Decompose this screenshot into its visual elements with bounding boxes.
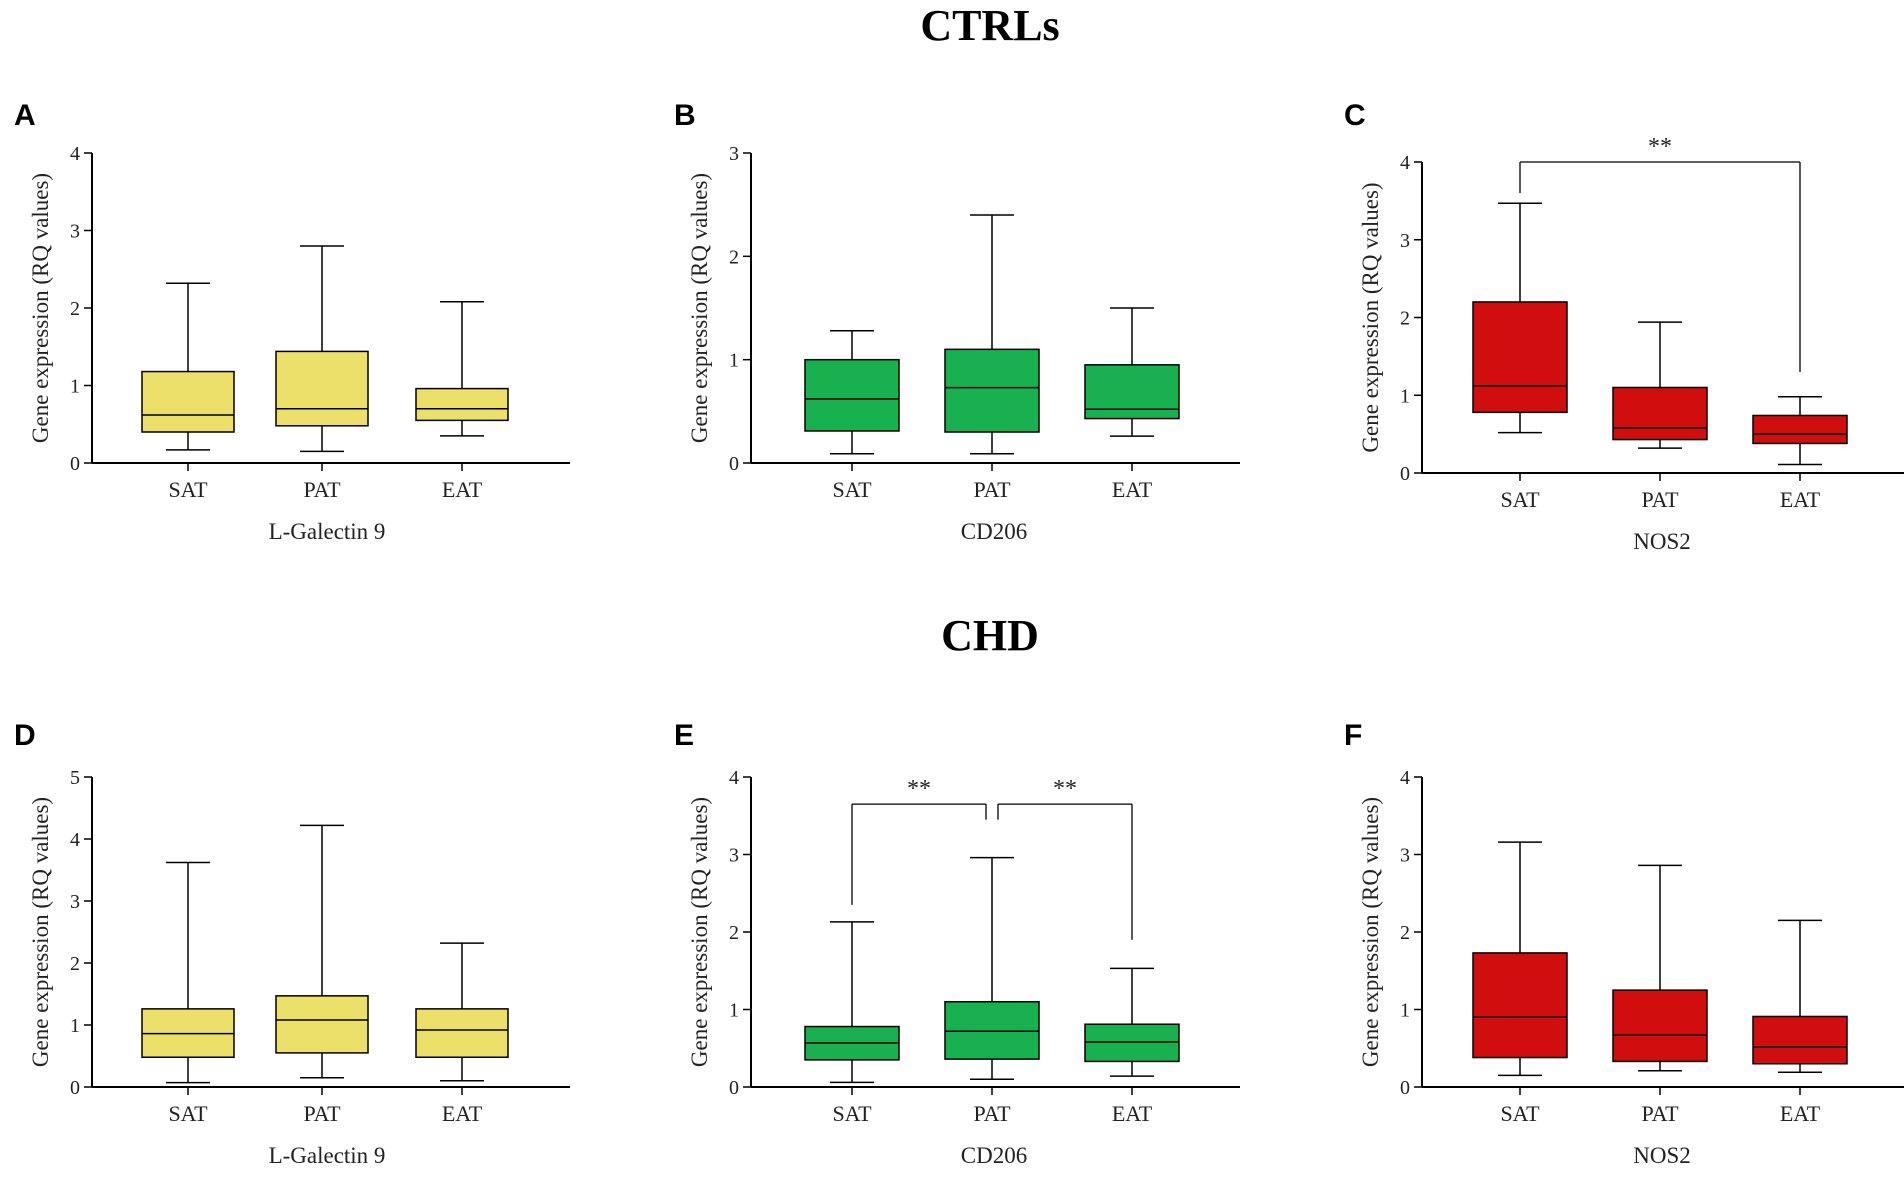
panel-b-y-tick-label: 1	[729, 350, 739, 372]
panel-a-y-tick-label: 3	[70, 221, 80, 243]
panel-d-y-tick-label: 1	[70, 1015, 80, 1037]
panel-f-box-eat	[1752, 1015, 1848, 1065]
panel-f-x-tick-label: SAT	[1500, 1101, 1540, 1126]
panel-b-y-tick-label: 3	[729, 143, 739, 165]
panel-d-y-tick-label: 4	[70, 829, 80, 851]
panel-b-x-tick-label: PAT	[973, 477, 1011, 502]
panel-a-chart: A 0 1 2 3 4 Gene expression (RQ values) SAT PAT E…	[14, 99, 570, 544]
panel-e-x-tick-label: SAT	[832, 1101, 872, 1126]
panel-f-y-tick-label: 2	[1400, 922, 1410, 944]
panel-c-chart: C 0 1 2 3 4 Gene expression (RQ values) SAT PAT E…	[1344, 99, 1904, 554]
panel-d-box-eat	[415, 1008, 509, 1058]
panel-c-box-pat	[1612, 386, 1708, 441]
panel-a-y-tick-label: 4	[70, 143, 80, 165]
panel-d-letter: D	[14, 719, 36, 752]
panel-a-x-tick-label: PAT	[303, 477, 341, 502]
panel-e-x-axis-label: CD206	[961, 1143, 1027, 1168]
panel-b-letter: B	[674, 99, 696, 132]
panel-a-x-tick-label: EAT	[442, 477, 483, 502]
panel-c-y-tick-label: 0	[1400, 463, 1410, 485]
panel-d-y-tick-label: 5	[70, 767, 80, 789]
panel-d-y-tick-label: 0	[70, 1077, 80, 1099]
panel-c-letter: C	[1344, 99, 1366, 132]
panel-b-x-axis-label: CD206	[961, 519, 1027, 544]
panel-c-x-tick-label: EAT	[1780, 487, 1821, 512]
panel-f-y-tick-label: 4	[1400, 767, 1410, 789]
panel-d-y-tick-label: 2	[70, 953, 80, 975]
panel-c-y-axis-label: Gene expression (RQ values)	[1358, 182, 1383, 452]
panel-a-y-tick-label: 1	[70, 376, 80, 398]
panel-e-x-tick-label: EAT	[1112, 1101, 1153, 1126]
panel-f-x-tick-label: EAT	[1780, 1101, 1821, 1126]
panel-e-box-eat	[1084, 1023, 1180, 1063]
panel-c-box-eat	[1752, 414, 1848, 445]
panel-f-y-tick-label: 1	[1400, 1000, 1410, 1022]
panel-b-chart: B 0 1 2 3 Gene expression (RQ values) SAT PAT EA…	[674, 99, 1240, 544]
panel-b-box-pat	[944, 348, 1040, 433]
panel-e-letter: E	[674, 719, 694, 752]
section-title-ctrls: CTRLs	[920, 1, 1060, 50]
panel-a-box-eat	[415, 387, 509, 422]
panel-d-x-tick-label: EAT	[442, 1101, 483, 1126]
panel-e-y-tick-label: 4	[729, 767, 739, 789]
panel-e-y-tick-label: 2	[729, 922, 739, 944]
panel-c-y-tick-label: 1	[1400, 385, 1410, 407]
panel-c-sig-label: **	[1648, 134, 1672, 160]
panel-a-x-axis-label: L-Galectin 9	[269, 519, 386, 544]
panel-d-box-pat	[275, 995, 369, 1054]
panel-a-box-pat	[275, 350, 369, 427]
panel-c-y-tick-label: 2	[1400, 308, 1410, 330]
panel-e-box-pat	[944, 1001, 1040, 1060]
panel-a-letter: A	[14, 99, 36, 132]
panel-e-sig-label: **	[907, 776, 931, 802]
panel-b-y-tick-label: 2	[729, 246, 739, 268]
panel-f-y-axis-label: Gene expression (RQ values)	[1358, 797, 1383, 1067]
panel-f-x-axis-label: NOS2	[1633, 1143, 1691, 1168]
panel-c-x-tick-label: SAT	[1500, 487, 1540, 512]
panel-a-y-tick-label: 0	[70, 453, 80, 475]
panel-b-x-tick-label: SAT	[832, 477, 872, 502]
panel-e-x-tick-label: PAT	[973, 1101, 1011, 1126]
panel-f-y-tick-label: 3	[1400, 845, 1410, 867]
panel-e-y-axis-label: Gene expression (RQ values)	[687, 797, 712, 1067]
panel-b-box-eat	[1084, 364, 1180, 420]
panel-d-x-tick-label: SAT	[168, 1101, 208, 1126]
panel-f-x-tick-label: PAT	[1641, 1101, 1679, 1126]
panel-a-x-tick-label: SAT	[168, 477, 208, 502]
panel-b-y-axis-label: Gene expression (RQ values)	[687, 173, 712, 443]
panel-e-y-tick-label: 0	[729, 1077, 739, 1099]
panel-b-x-tick-label: EAT	[1112, 477, 1153, 502]
panel-a-box-sat	[141, 370, 235, 433]
panel-a-y-tick-label: 2	[70, 298, 80, 320]
panel-f-chart: F 0 1 2 3 4 Gene expression (RQ values) SAT PAT E…	[1344, 719, 1904, 1168]
panel-b-y-tick-label: 0	[729, 453, 739, 475]
panel-f-letter: F	[1344, 719, 1362, 752]
panel-c-y-tick-label: 4	[1400, 152, 1410, 174]
panel-e-sig-label: **	[1053, 776, 1077, 802]
section-title-chd: CHD	[941, 611, 1039, 660]
panel-e-chart: E 0 1 2 3 4 Gene expression (RQ values) SAT PAT E…	[674, 719, 1240, 1168]
panel-a-y-axis-label: Gene expression (RQ values)	[28, 173, 53, 443]
panel-d-x-tick-label: PAT	[303, 1101, 341, 1126]
panel-f-y-tick-label: 0	[1400, 1077, 1410, 1099]
panel-c-box-sat	[1472, 301, 1568, 414]
panel-d-y-axis-label: Gene expression (RQ values)	[28, 797, 53, 1067]
panel-e-y-tick-label: 3	[729, 845, 739, 867]
panel-c-y-tick-label: 3	[1400, 230, 1410, 252]
panel-d-y-tick-label: 3	[70, 891, 80, 913]
panel-f-box-pat	[1612, 989, 1708, 1063]
panel-f-box-sat	[1472, 952, 1568, 1059]
panel-b-box-sat	[804, 358, 900, 432]
panel-d-chart: D 0 1 2 3 4 5 Gene expression (RQ values) SAT PAT…	[14, 719, 570, 1168]
panel-d-x-axis-label: L-Galectin 9	[269, 1143, 386, 1168]
panel-e-y-tick-label: 1	[729, 1000, 739, 1022]
panel-c-x-tick-label: PAT	[1641, 487, 1679, 512]
panel-c-x-axis-label: NOS2	[1633, 529, 1691, 554]
